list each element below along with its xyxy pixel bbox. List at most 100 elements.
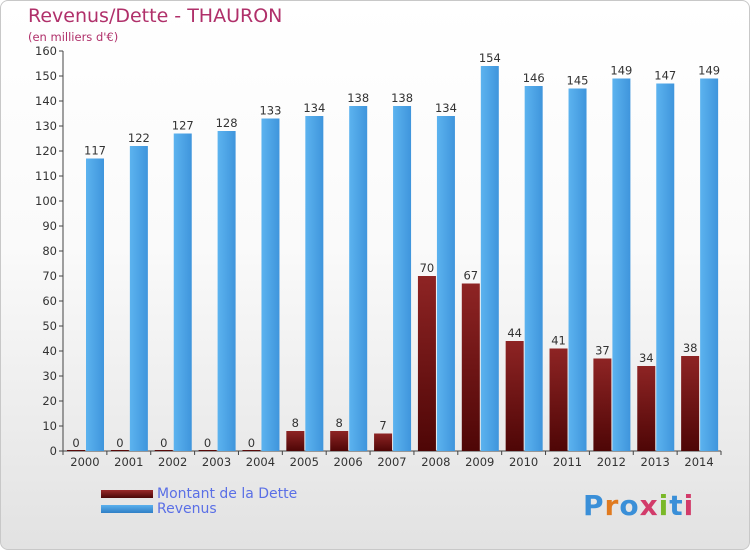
data-label-revenus: 134 [303,101,325,115]
data-label-revenus: 117 [84,144,106,158]
bar-revenus [436,116,455,451]
data-label-dette: 67 [463,269,478,283]
bar-revenus [480,66,499,451]
x-tick-label: 2002 [158,455,187,469]
y-tick-label: 50 [42,319,57,333]
y-tick-label: 150 [35,69,57,83]
logo-letter: P [583,489,605,522]
x-tick-label: 2004 [246,455,275,469]
bar-dette [198,450,217,451]
x-tick-label: 2014 [684,455,713,469]
data-label-dette: 37 [595,344,610,358]
bar-dette [461,283,480,451]
data-label-revenus: 128 [216,116,238,130]
data-label-dette: 8 [292,416,299,430]
chart-title: Revenus/Dette - THAURON [28,5,283,27]
logo-letter: r [604,489,620,522]
bar-revenus [86,158,104,451]
logo-letter: i [683,489,695,522]
bar-revenus [524,86,543,451]
bar-dette [67,450,85,451]
y-tick-label: 100 [35,194,57,208]
bar-revenus [612,78,631,451]
x-tick-label: 2000 [70,455,99,469]
x-tick-label: 2003 [202,455,231,469]
x-tick-label: 2010 [509,455,538,469]
bar-dette [154,450,173,451]
y-tick-label: 0 [50,444,57,458]
bar-dette [681,356,700,451]
data-label-revenus: 138 [347,91,369,105]
bar-revenus [129,146,148,451]
y-tick-label: 20 [42,394,57,408]
y-tick-label: 60 [42,294,57,308]
bar-dette [593,358,612,451]
x-tick-label: 2011 [553,455,582,469]
bar-dette [417,276,436,451]
data-label-revenus: 147 [654,69,676,83]
y-tick-label: 130 [35,119,57,133]
proxiti-logo: Proxiti [583,489,694,522]
data-label-dette: 34 [639,351,654,365]
data-label-dette: 0 [248,436,255,450]
data-label-revenus: 149 [610,64,632,78]
logo-letter: o [619,489,640,522]
bar-revenus [656,83,675,451]
x-tick-label: 2012 [597,455,626,469]
legend-swatch-revenus [101,505,153,513]
x-tick-label: 2007 [377,455,406,469]
y-tick-label: 10 [42,419,57,433]
x-tick-label: 2013 [641,455,670,469]
bar-dette [110,450,129,451]
x-tick-label: 2008 [421,455,450,469]
y-tick-label: 70 [42,269,57,283]
x-tick-label: 2009 [465,455,494,469]
data-label-revenus: 146 [523,71,545,85]
bar-revenus [349,106,368,451]
data-label-revenus: 149 [698,64,720,78]
y-tick-label: 40 [42,344,57,358]
chart-subtitle: (en milliers d'€) [28,30,119,44]
data-label-dette: 8 [336,416,343,430]
x-tick-label: 2005 [290,455,319,469]
data-label-dette: 44 [507,326,522,340]
bar-dette [330,431,349,451]
bar-revenus [393,106,412,451]
legend-swatch-dette [101,490,153,498]
x-tick-label: 2006 [333,455,362,469]
data-label-revenus: 122 [128,131,150,145]
bar-dette [637,366,656,451]
data-label-dette: 7 [379,419,386,433]
logo-letter: x [639,489,659,522]
y-tick-label: 30 [42,369,57,383]
bar-dette [374,433,393,451]
bar-revenus [568,88,587,451]
data-label-revenus: 138 [391,91,413,105]
data-label-dette: 0 [160,436,167,450]
data-label-dette: 70 [420,261,435,275]
bar-revenus [305,116,324,451]
data-label-dette: 38 [683,341,698,355]
data-label-dette: 0 [204,436,211,450]
bar-revenus [261,118,280,451]
y-tick-label: 120 [35,144,57,158]
logo-letter: i [658,489,670,522]
y-tick-label: 110 [35,169,57,183]
y-tick-label: 140 [35,94,57,108]
data-label-revenus: 127 [172,119,194,133]
legend-label-dette: Montant de la Dette [157,486,298,502]
data-label-dette: 0 [72,436,79,450]
y-tick-label: 90 [42,219,57,233]
data-label-revenus: 145 [567,74,589,88]
data-label-revenus: 133 [259,104,281,118]
bar-dette [505,341,524,451]
data-label-dette: 0 [116,436,123,450]
data-label-revenus: 154 [479,51,501,65]
y-tick-label: 160 [35,44,57,58]
logo-letter: t [669,489,684,522]
bar-dette [549,348,568,451]
x-tick-label: 2001 [114,455,143,469]
y-tick-label: 80 [42,244,57,258]
